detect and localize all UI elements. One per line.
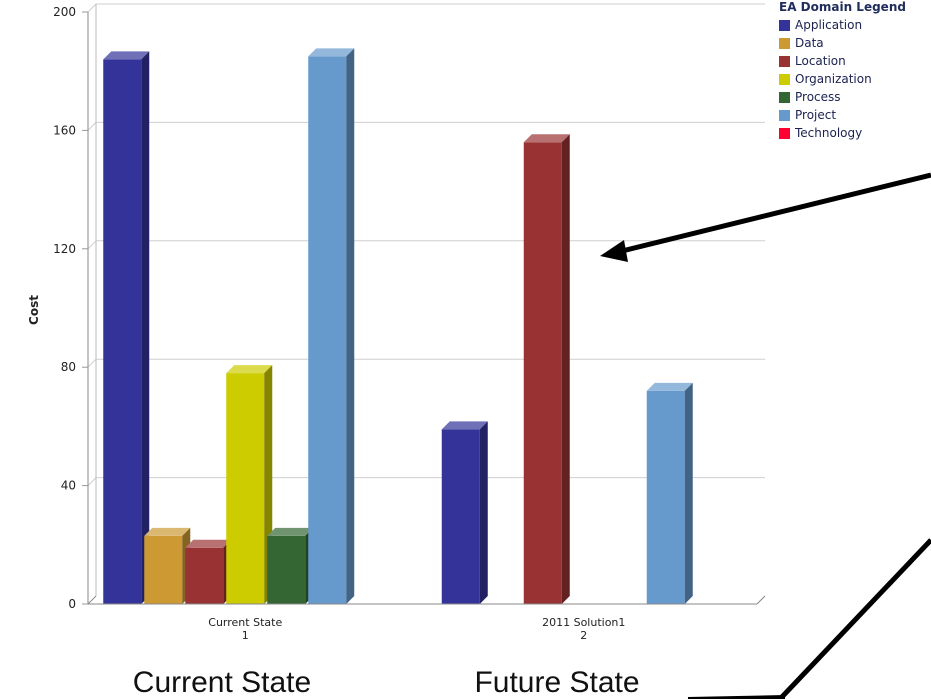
legend-title: EA Domain Legend [779, 0, 906, 14]
future-state-label: Future State [474, 666, 639, 699]
y-tick-label: 40 [61, 479, 76, 493]
legend-label: Process [795, 90, 841, 104]
bar-top [103, 51, 150, 60]
bar-project-1 [308, 48, 355, 604]
legend-label: Data [795, 36, 824, 50]
gridline-slant [87, 122, 97, 131]
legend-label: Organization [795, 72, 872, 86]
bar-top [267, 527, 314, 536]
bar-top [226, 365, 273, 374]
legend-swatch [779, 73, 790, 85]
legend-label: Technology [795, 126, 863, 140]
bar-application-1 [103, 51, 150, 605]
bar-location-1 [185, 539, 232, 604]
legend-item-technology: Technology [779, 124, 906, 142]
y-tick-label: 80 [61, 360, 76, 374]
x-axis-slant [756, 595, 766, 605]
x-category-label: 2011 Solution1 [542, 616, 625, 629]
legend-label: Application [795, 18, 863, 32]
legend-item-organization: Organization [779, 70, 906, 88]
legend-swatch [779, 19, 790, 31]
axes: 0 40 80 120 160 200 [53, 4, 766, 611]
bar-location-2 [523, 134, 570, 605]
bar-front [144, 535, 183, 604]
bar-front [185, 547, 224, 604]
bar-front [226, 373, 265, 604]
bar-front [523, 142, 562, 605]
legend-item-project: Project [779, 106, 906, 124]
bar-side [684, 382, 693, 604]
arrow-line-top [617, 172, 931, 255]
gridline-slant [87, 240, 97, 250]
bar-side [141, 51, 150, 605]
current-state-label: Current State [133, 666, 311, 699]
legend-swatch [779, 109, 790, 121]
legend-label: Project [795, 108, 837, 122]
legend: EA Domain Legend Application Data Location… [779, 0, 906, 142]
bar-process-1 [267, 527, 314, 604]
legend-item-application: Application [779, 16, 906, 34]
y-tick-label: 120 [53, 242, 76, 256]
arrow-line-bottom [778, 538, 931, 699]
bar-top [441, 421, 488, 430]
bar-top [523, 134, 570, 143]
bar-side [479, 421, 488, 604]
legend-label: Location [795, 54, 846, 68]
bar-application-2 [441, 421, 488, 604]
legend-swatch [779, 91, 790, 103]
legend-item-process: Process [779, 88, 906, 106]
gridline-slant [87, 358, 97, 368]
y-tick-label: 200 [53, 5, 76, 19]
arrow-head-top [600, 240, 628, 262]
bar-front [267, 535, 306, 604]
bars [103, 48, 693, 605]
x-category-index: 1 [242, 629, 249, 642]
y-tick-label: 0 [68, 597, 76, 611]
bar-top [646, 382, 693, 391]
legend-swatch [779, 37, 790, 49]
legend-item-location: Location [779, 52, 906, 70]
legend-item-data: Data [779, 34, 906, 52]
bar-front [308, 56, 347, 604]
legend-swatch [779, 127, 790, 139]
bar-front [441, 429, 480, 604]
gridline-slant [87, 3, 97, 13]
x-category-label: Current State [208, 616, 282, 629]
y-axis-label: Cost [27, 295, 41, 325]
legend-swatch [779, 55, 790, 67]
y-tick-label: 160 [53, 123, 76, 137]
bar-front [646, 390, 685, 604]
bar-top [144, 527, 191, 536]
bar-data-1 [144, 527, 191, 604]
x-category-index: 2 [580, 629, 587, 642]
annotation-arrows [600, 172, 931, 699]
bar-top [185, 539, 232, 548]
bar-project-2 [646, 382, 693, 604]
gridline-slant [87, 477, 97, 486]
floor-slant [87, 595, 97, 605]
bar-front [103, 59, 142, 605]
bar-side [561, 134, 570, 605]
bar-organization-1 [226, 365, 273, 604]
bar-top [308, 48, 355, 57]
bar-side [346, 48, 355, 604]
